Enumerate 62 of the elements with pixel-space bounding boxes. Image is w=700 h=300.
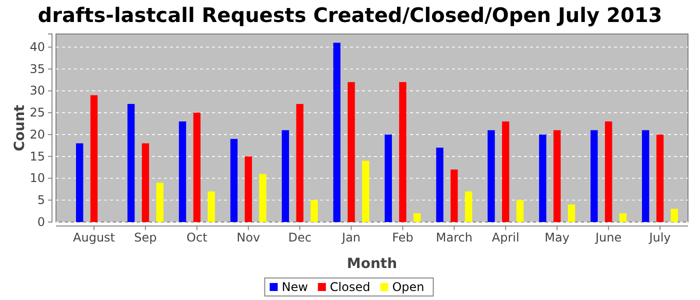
x-tick-label: March — [436, 230, 472, 245]
y-tick-label: 10 — [30, 171, 45, 186]
x-tick-label: Oct — [186, 230, 208, 245]
bar — [156, 182, 164, 222]
bar — [90, 95, 98, 222]
y-tick-label: 25 — [30, 106, 45, 120]
bar — [604, 121, 612, 222]
bar — [450, 170, 458, 222]
y-axis-title: Count — [12, 104, 28, 152]
bar — [568, 204, 576, 222]
chart-title: drafts-lastcall Requests Created/Closed/Open July 2013 — [38, 3, 662, 27]
y-tick-label: 5 — [37, 192, 45, 207]
bar — [259, 174, 266, 222]
legend-label: Open — [392, 280, 424, 294]
bar — [282, 130, 290, 222]
bar — [436, 148, 444, 222]
bar — [348, 82, 355, 222]
bar — [642, 130, 650, 222]
x-tick-label: Jan — [341, 230, 361, 245]
y-tick-label: 15 — [30, 149, 45, 164]
bar — [384, 134, 392, 222]
x-tick-label: June — [594, 230, 622, 245]
legend-label: New — [282, 280, 308, 294]
bar — [230, 138, 238, 222]
x-tick-label: Sep — [134, 230, 157, 245]
bar — [670, 208, 678, 222]
x-tick-label: Feb — [392, 230, 414, 245]
x-tick-label: August — [73, 230, 116, 245]
x-tick-label: April — [492, 230, 520, 245]
bar — [502, 121, 510, 222]
x-tick-label: Nov — [236, 230, 260, 245]
x-tick-label: July — [648, 230, 671, 245]
x-axis-title: Month — [346, 256, 398, 272]
bar — [208, 191, 215, 222]
bar — [399, 82, 406, 222]
bar — [590, 130, 598, 222]
bar — [362, 160, 370, 222]
bar — [296, 104, 304, 222]
bar — [488, 130, 495, 222]
bar — [619, 213, 627, 222]
bar — [516, 200, 524, 222]
bar — [127, 104, 135, 222]
y-tick-label: 30 — [30, 84, 45, 98]
bar — [464, 191, 472, 222]
bar — [414, 213, 421, 222]
bar — [539, 134, 546, 222]
legend-label: Closed — [330, 280, 370, 294]
x-tick-label: Dec — [288, 230, 312, 245]
y-tick-label: 20 — [30, 127, 45, 142]
y-tick-label: 0 — [37, 214, 45, 229]
bar — [76, 143, 84, 222]
bar — [178, 121, 186, 222]
bar — [142, 143, 150, 222]
y-tick-label: 40 — [30, 40, 45, 54]
bar — [656, 134, 664, 222]
bar — [310, 200, 318, 222]
bar — [244, 156, 252, 222]
bar — [193, 112, 201, 222]
bar — [333, 42, 340, 222]
bar — [553, 130, 561, 222]
y-tick-label: 35 — [30, 62, 45, 76]
x-tick-label: May — [544, 230, 570, 245]
